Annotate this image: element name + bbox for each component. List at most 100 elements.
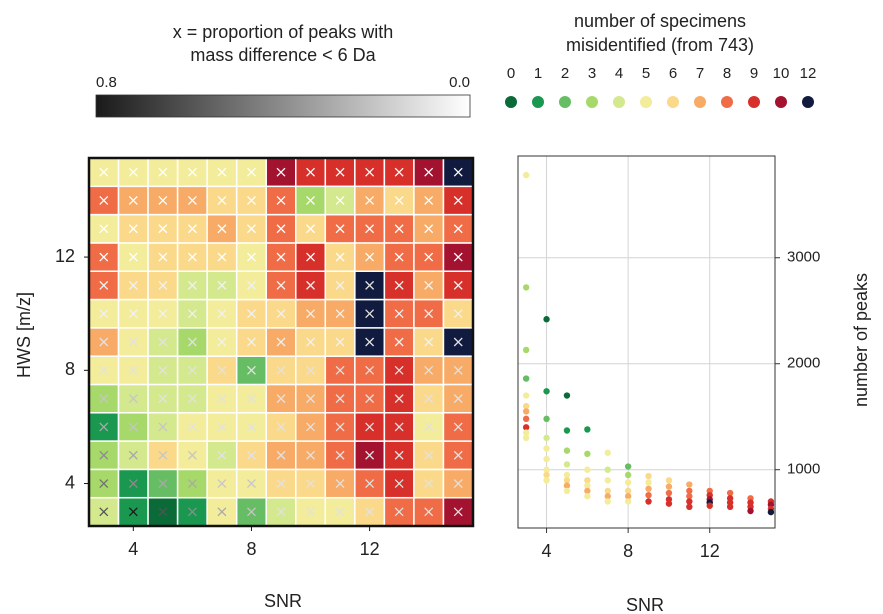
- scatter-point: [747, 507, 754, 515]
- cross-marker: [453, 167, 463, 177]
- cross-marker: [158, 422, 168, 432]
- cross-marker: [247, 507, 256, 517]
- scatter-point: [665, 500, 673, 507]
- cross-marker: [424, 224, 434, 234]
- legend-marker: [802, 96, 814, 108]
- cross-marker: [158, 507, 168, 517]
- cross-marker: [335, 450, 345, 460]
- cross-marker: [306, 224, 315, 234]
- cross-marker: [276, 365, 286, 375]
- cross-marker: [453, 309, 463, 319]
- cross-marker: [217, 365, 227, 375]
- scatter-point: [645, 472, 652, 480]
- cross-marker: [453, 479, 463, 488]
- cross-marker: [158, 394, 168, 404]
- cross-marker: [158, 337, 168, 347]
- scatter-point: [624, 493, 632, 500]
- legend-label: 3: [588, 65, 596, 82]
- cross-marker: [365, 394, 375, 404]
- cross-marker: [128, 280, 138, 290]
- cross-marker: [217, 252, 227, 262]
- cross-marker: [394, 196, 404, 205]
- cross-marker: [453, 365, 463, 375]
- x-tick-label: 8: [246, 539, 256, 559]
- cross-marker: [247, 196, 256, 205]
- cross-marker: [247, 365, 256, 375]
- cross-marker: [187, 450, 197, 460]
- cross-marker: [276, 422, 286, 432]
- scatter-point: [543, 316, 550, 323]
- x-tick-label: 4: [542, 541, 552, 561]
- cross-marker: [128, 252, 138, 262]
- cross-marker: [247, 167, 256, 177]
- cross-marker: [158, 450, 168, 460]
- cross-marker: [276, 309, 286, 319]
- scatter-point: [563, 461, 571, 468]
- cross-marker: [365, 365, 375, 375]
- cross-marker: [394, 252, 404, 262]
- cross-marker: [453, 280, 463, 290]
- colorbar-title: mass difference < 6 Da: [190, 45, 376, 65]
- cross-marker: [335, 252, 345, 262]
- legend-marker: [640, 96, 652, 108]
- cross-marker: [394, 309, 404, 319]
- cross-marker: [335, 224, 345, 234]
- cross-marker: [128, 337, 138, 347]
- scatter-point: [645, 479, 652, 486]
- legend-label: 12: [800, 65, 817, 82]
- cross-marker: [335, 280, 345, 290]
- cross-marker: [247, 252, 256, 262]
- scatter-point: [726, 489, 734, 497]
- x-tick-label: 12: [360, 539, 380, 559]
- cross-marker: [217, 507, 227, 517]
- cross-marker: [99, 309, 109, 319]
- scatter-point: [686, 481, 693, 488]
- cross-marker: [217, 394, 227, 404]
- cross-marker: [365, 450, 375, 460]
- scatter-point: [686, 493, 693, 500]
- cross-marker: [306, 450, 315, 460]
- scatter-point: [604, 449, 611, 456]
- scatter-point: [584, 477, 591, 484]
- cross-marker: [365, 337, 375, 347]
- cross-marker: [335, 507, 345, 517]
- cross-marker: [424, 252, 434, 262]
- cross-marker: [335, 337, 345, 347]
- scatter-point: [522, 415, 530, 423]
- scatter-point: [543, 466, 550, 473]
- heatmap-cell: [235, 440, 267, 471]
- scatter-point: [686, 503, 693, 511]
- cross-marker: [365, 507, 375, 517]
- scatter-point: [543, 471, 550, 479]
- cross-marker: [158, 252, 168, 262]
- cross-marker: [306, 309, 315, 319]
- cross-marker: [306, 479, 315, 488]
- cross-marker: [424, 337, 434, 347]
- scatter-point: [604, 487, 611, 495]
- cross-marker: [128, 365, 138, 375]
- scatter-point: [624, 487, 632, 495]
- legend-marker: [559, 96, 571, 108]
- cross-marker: [217, 167, 227, 177]
- legend-label: 4: [615, 65, 623, 82]
- cross-marker: [187, 479, 197, 488]
- cross-marker: [306, 394, 315, 404]
- legend-marker: [748, 96, 760, 108]
- cross-marker: [306, 167, 315, 177]
- cross-marker: [335, 394, 345, 404]
- cross-marker: [453, 450, 463, 460]
- cross-marker: [247, 337, 256, 347]
- cross-marker: [99, 280, 109, 290]
- y-tick-label: 8: [65, 359, 75, 379]
- y-axis-label: HWS [m/z]: [14, 292, 34, 378]
- y-tick-label: 4: [65, 472, 75, 492]
- cross-marker: [394, 394, 404, 404]
- cross-marker: [217, 280, 227, 290]
- scatter-point: [543, 415, 550, 423]
- scatter-point: [563, 477, 571, 484]
- cross-marker: [217, 422, 227, 432]
- legend-marker: [532, 96, 544, 108]
- cross-marker: [276, 479, 286, 488]
- scatter-point: [624, 471, 632, 479]
- cross-marker: [276, 252, 286, 262]
